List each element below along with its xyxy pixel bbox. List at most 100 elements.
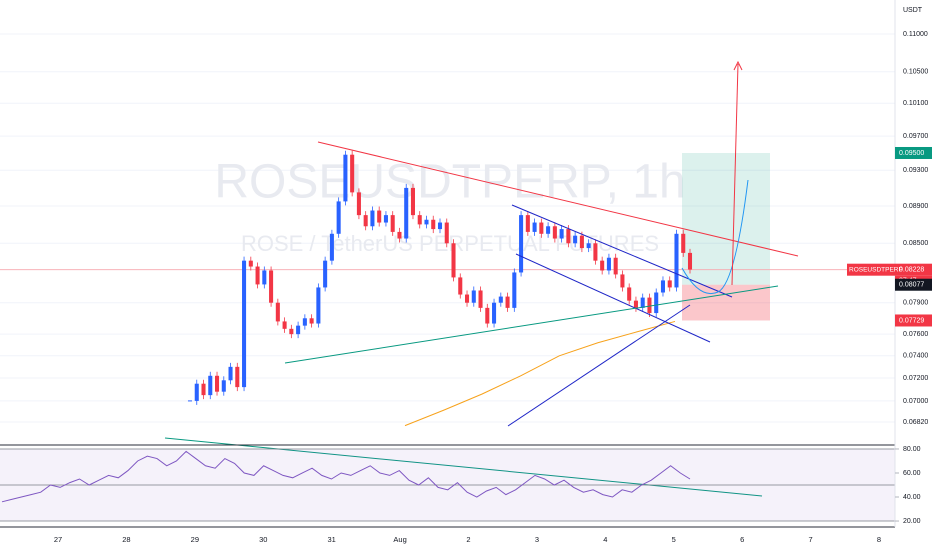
x-tick-label: 3 [535,535,539,544]
candle [316,287,321,324]
target-label: 0.09500 [899,150,924,157]
candle [363,215,368,227]
candle [559,229,564,239]
candle [383,215,388,223]
y-tick-label: 0.10100 [903,100,928,107]
candle [377,210,382,223]
stop-label: 0.07729 [899,317,924,324]
candle [309,318,314,324]
stop-label-bg [895,314,932,327]
candle [505,296,510,308]
candle [356,192,361,216]
arrow-head [733,60,743,71]
candle [242,260,247,388]
symbol-bg [847,263,895,276]
y-tick-label: 0.07200 [903,375,928,382]
grid [0,33,895,423]
x-tick-label: 8 [877,535,881,544]
y-tick-label: 80.00 [903,446,921,453]
trendline [511,204,733,298]
candle [201,383,206,396]
candle [525,215,530,232]
y-tick-label: 0.09700 [903,133,928,140]
rsi-line [1,450,691,503]
y-tick-label: 0.10500 [903,69,928,76]
candle [492,302,497,324]
candle [248,260,253,267]
price-pane [0,150,895,427]
y-tick-label: 0.07000 [903,398,928,405]
candle [424,219,429,225]
x-tick-label: 6 [740,535,744,544]
candle [687,252,693,270]
y-tick-label: 0.08500 [903,240,928,247]
candle [512,272,517,308]
candle [269,270,274,303]
candle [397,231,402,239]
x-tick-label: 27 [54,535,62,544]
candle [573,235,578,244]
x-tick-label: Aug [393,535,406,544]
candle [674,233,679,288]
y-tick-label: 0.08900 [903,203,928,210]
y-tick-label: 0.07600 [903,331,928,338]
candle [302,318,307,326]
y-tick-label: 20.00 [903,518,921,525]
candle [681,233,686,253]
candle [343,154,348,202]
candle [566,229,571,244]
candle [546,226,551,234]
candle [498,296,503,303]
candle [208,375,213,396]
candle [552,226,557,239]
y-tick-label: 0.06820 [903,419,928,426]
candle [444,222,449,244]
arrow [731,63,739,286]
candle [417,215,422,225]
y-tick-label: 40.00 [903,494,921,501]
candle [410,187,415,216]
candle [640,297,645,308]
candle [458,277,463,295]
y-tick-label: 0.09300 [903,167,928,174]
candle [221,380,226,392]
candle [323,260,328,288]
candle [228,366,233,381]
candle [451,243,456,278]
symbol-label: ROSEUSDTPERP [849,266,903,273]
candle [579,235,584,249]
candle [539,222,544,234]
x-tick-label: 7 [808,535,812,544]
candle [593,243,598,261]
trendline [284,285,779,364]
profit-zone [682,152,770,285]
last-price-label: 0.08228 [899,267,924,274]
position-box [682,152,770,321]
candle [404,187,409,239]
trendline [507,304,691,427]
candle [586,243,591,249]
candle [485,307,490,324]
candle [275,302,280,322]
y-tick-label: 0.11000 [903,31,928,38]
x-tick-label: 4 [603,535,607,544]
moving-average [404,320,676,427]
target-label-bg [895,146,932,159]
candle [282,321,287,329]
x-tick-label: 28 [122,535,130,544]
candle [647,297,652,314]
candle [620,274,625,288]
candle [262,270,267,285]
candle [633,300,638,308]
entry-label-bg [895,278,932,291]
candle [627,287,632,301]
candle [667,280,672,288]
candle [350,154,355,193]
candle [255,266,260,285]
x-tick-label: 31 [327,535,335,544]
candle [660,280,665,293]
x-tick-label: 5 [672,535,676,544]
x-tick-label: 29 [191,535,199,544]
y-tick-label: 0.07900 [903,300,928,307]
